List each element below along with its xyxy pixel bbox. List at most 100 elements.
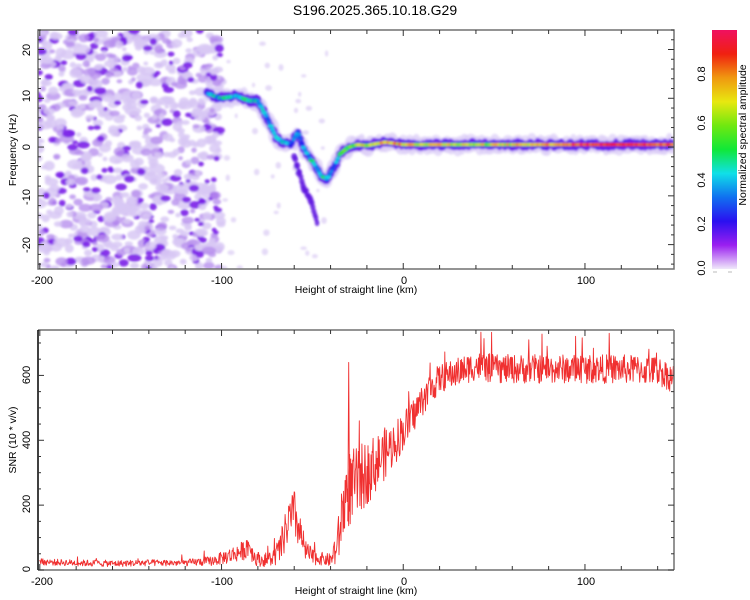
noise-blob xyxy=(178,156,183,161)
branch-blob xyxy=(303,187,310,194)
noise-blob xyxy=(278,64,284,71)
spectrogram-y-ticks xyxy=(38,29,674,265)
ridge-core xyxy=(256,101,263,106)
noise-blob xyxy=(103,255,116,265)
noise-blob xyxy=(148,158,159,166)
noise-blob xyxy=(264,62,270,69)
colorbar-gradient xyxy=(712,30,737,269)
noise-blob xyxy=(151,114,158,120)
noise-blob xyxy=(111,233,124,241)
noise-blob xyxy=(123,218,131,224)
noise-blob xyxy=(102,156,108,162)
noise-blob xyxy=(254,168,260,176)
noise-blob xyxy=(116,79,123,84)
noise-blob xyxy=(134,45,143,51)
noise-blob xyxy=(234,113,238,119)
noise-blob xyxy=(82,60,90,68)
noise-blob xyxy=(206,154,215,160)
noise-blob xyxy=(43,107,55,116)
ridge-core xyxy=(255,99,261,103)
ridge-core xyxy=(269,127,275,132)
noise-blob xyxy=(72,42,82,48)
noise-blob xyxy=(149,176,162,186)
noise-blob xyxy=(72,140,79,145)
noise-blob xyxy=(161,118,173,126)
noise-blob xyxy=(198,198,207,205)
ridge-core xyxy=(264,117,271,121)
noise-blob xyxy=(80,74,94,85)
noise-blob xyxy=(305,250,310,256)
noise-blob xyxy=(172,122,183,132)
spectrogram-xtick-label: 100 xyxy=(577,275,595,287)
noise-blob xyxy=(105,53,114,58)
noise-blob xyxy=(138,183,149,190)
noise-blob xyxy=(202,222,212,230)
noise-blob xyxy=(131,140,142,148)
noise-blob xyxy=(194,170,201,176)
noise-blob xyxy=(127,205,138,216)
noise-blob xyxy=(148,219,155,223)
noise-blob xyxy=(46,234,55,240)
noise-blob xyxy=(172,233,179,240)
noise-blob xyxy=(205,72,212,77)
noise-blob xyxy=(39,241,49,251)
ridge-core xyxy=(303,151,310,155)
noise-blob xyxy=(123,247,130,254)
noise-blob xyxy=(111,195,122,205)
noise-blob xyxy=(259,41,266,46)
noise-blob xyxy=(72,89,82,95)
noise-blob xyxy=(213,155,220,161)
noise-blob xyxy=(109,110,120,117)
noise-blob xyxy=(134,225,145,235)
noise-blob xyxy=(65,257,77,266)
spectrogram-ytick-label: 0 xyxy=(21,144,33,150)
noise-blob xyxy=(127,254,142,262)
noise-blob xyxy=(91,247,98,252)
noise-blob xyxy=(186,247,192,253)
ridge-core xyxy=(333,160,339,164)
branch-blob xyxy=(314,219,320,226)
noise-blob xyxy=(185,112,192,118)
noise-blob xyxy=(216,221,226,228)
noise-blob xyxy=(149,96,159,104)
noise-blob xyxy=(160,216,170,223)
noise-blob xyxy=(50,265,60,269)
noise-blob xyxy=(55,47,67,58)
noise-blob xyxy=(171,81,178,87)
noise-blob xyxy=(46,209,53,215)
noise-blob xyxy=(88,226,101,237)
spectrogram-ytick-label: 20 xyxy=(21,44,33,56)
noise-blob xyxy=(136,125,143,131)
noise-blob xyxy=(161,248,173,258)
noise-blob xyxy=(195,262,204,269)
noise-blob xyxy=(209,186,217,192)
noise-blob xyxy=(138,220,148,228)
noise-blob xyxy=(261,248,269,256)
noise-blob xyxy=(212,131,219,139)
noise-blob xyxy=(181,216,194,224)
noise-blob xyxy=(204,179,210,184)
noise-blob xyxy=(155,101,163,106)
noise-blob xyxy=(91,100,102,107)
noise-blob xyxy=(103,213,117,223)
noise-blob xyxy=(100,46,109,53)
noise-blob xyxy=(183,173,193,180)
noise-blob xyxy=(65,170,72,175)
noise-blob xyxy=(69,61,77,68)
spectrogram-ytick-label: -10 xyxy=(21,189,33,205)
ridge-core xyxy=(271,131,277,135)
noise-blob xyxy=(54,118,67,128)
noise-blob xyxy=(212,55,219,61)
noise-blob xyxy=(168,225,177,231)
noise-blob xyxy=(211,177,217,183)
noise-blob xyxy=(201,64,208,70)
noise-blob xyxy=(144,255,154,262)
noise-blob xyxy=(73,235,83,242)
noise-blob xyxy=(126,67,138,76)
snr-ytick-label: 0 xyxy=(21,566,33,572)
noise-blob xyxy=(67,144,78,151)
noise-blob xyxy=(172,110,181,118)
noise-blob xyxy=(38,144,45,154)
noise-blob xyxy=(183,134,191,139)
noise-blob xyxy=(67,30,79,36)
